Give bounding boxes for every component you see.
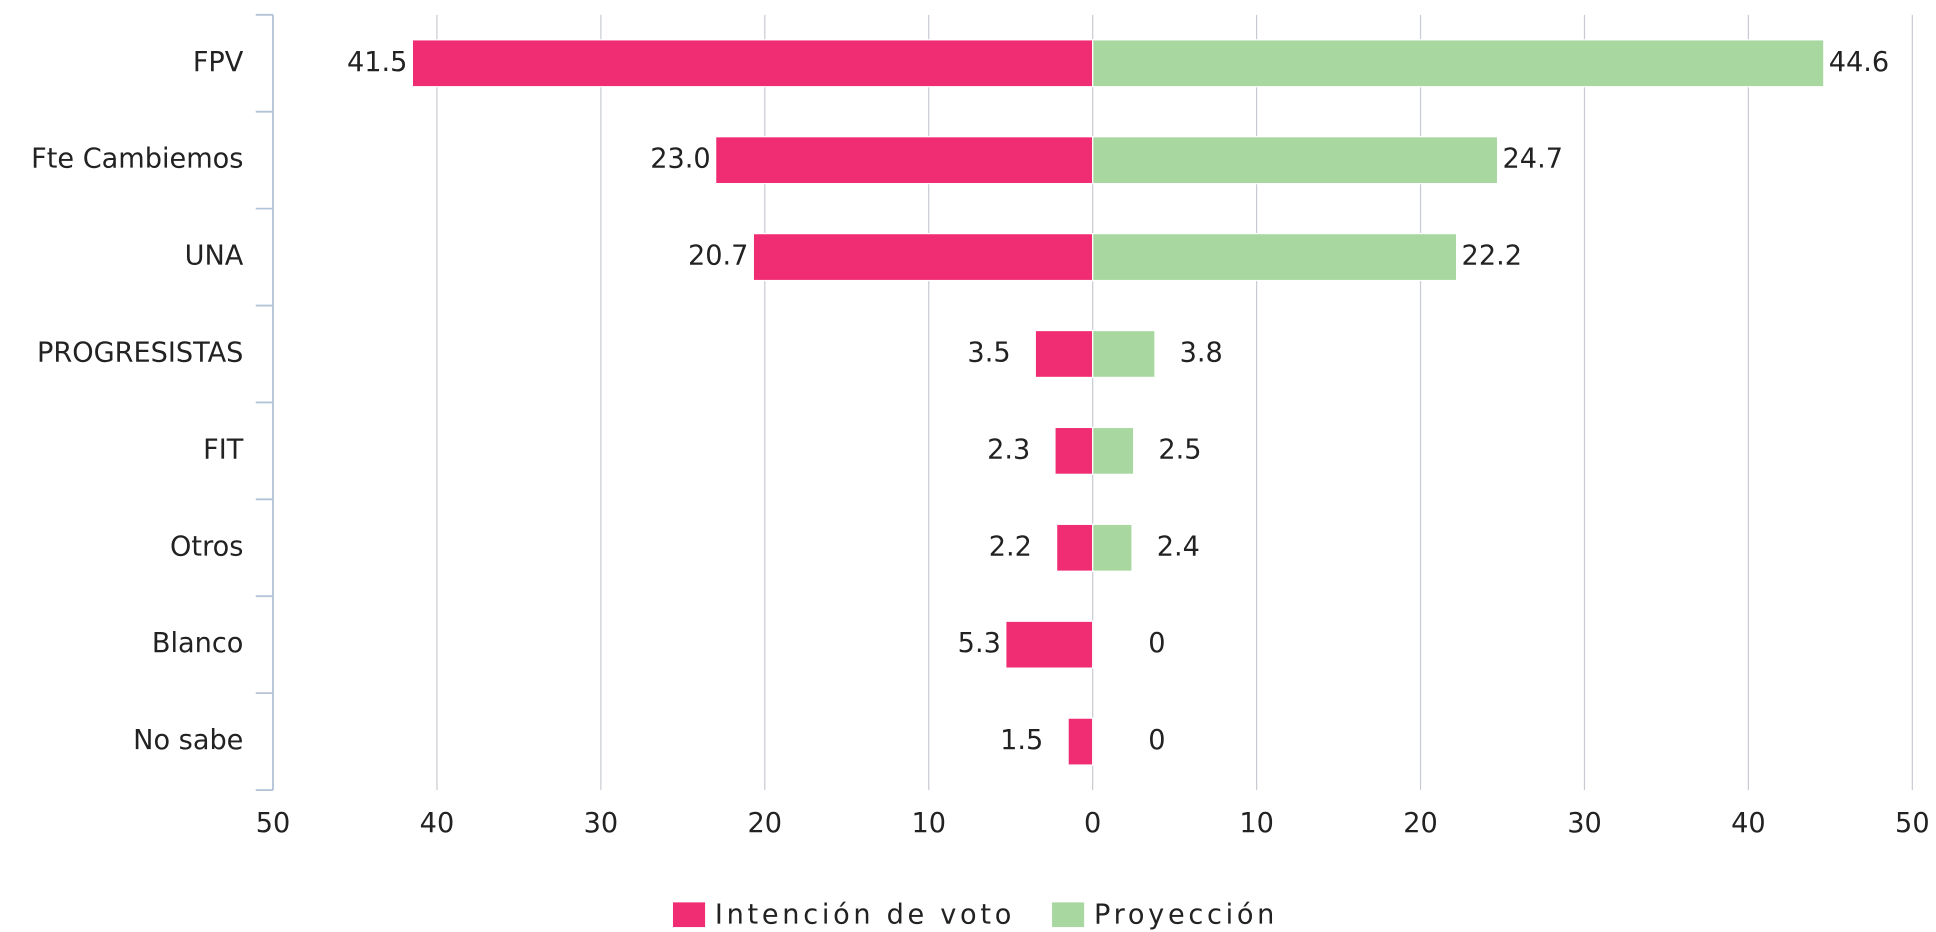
bar xyxy=(1054,426,1094,475)
bar xyxy=(715,136,1094,185)
value-label: 20.7 xyxy=(688,241,748,272)
legend-label: Intención de voto xyxy=(715,899,1015,930)
bar xyxy=(1092,329,1156,379)
x-tick-label: 20 xyxy=(1403,808,1438,839)
x-tick-label: 20 xyxy=(748,808,783,839)
bar xyxy=(1092,523,1133,572)
x-tick-label: 40 xyxy=(420,808,455,839)
value-label: 0 xyxy=(1148,628,1165,659)
category-label: FPV xyxy=(193,47,244,78)
category-label: Fte Cambiemos xyxy=(31,144,243,175)
value-label: 2.3 xyxy=(987,434,1030,465)
bar xyxy=(411,39,1094,88)
category-label: Otros xyxy=(170,531,243,562)
bar xyxy=(1067,717,1094,766)
category-label: FIT xyxy=(203,434,244,465)
value-label: 23.0 xyxy=(650,144,710,175)
bar xyxy=(1005,620,1094,669)
value-label: 0 xyxy=(1148,725,1165,756)
value-label: 2.5 xyxy=(1158,434,1201,465)
value-label: 2.2 xyxy=(989,531,1032,562)
legend-label: Proyección xyxy=(1094,899,1278,930)
bar xyxy=(1092,39,1825,88)
bar xyxy=(752,232,1094,282)
legend-swatch xyxy=(1052,902,1085,928)
value-label: 41.5 xyxy=(347,47,407,78)
x-tick-label: 10 xyxy=(1239,808,1274,839)
x-tick-label: 0 xyxy=(1084,808,1101,839)
bar xyxy=(1092,426,1135,475)
value-label: 3.8 xyxy=(1180,337,1223,368)
value-label: 44.6 xyxy=(1829,47,1889,78)
bar xyxy=(1092,136,1499,185)
category-label: No sabe xyxy=(133,725,243,756)
bar xyxy=(1034,329,1094,379)
value-label: 2.4 xyxy=(1157,531,1200,562)
value-label: 1.5 xyxy=(1000,725,1043,756)
x-tick-label: 50 xyxy=(1895,808,1930,839)
x-tick-label: 30 xyxy=(1567,808,1602,839)
bar xyxy=(1092,232,1458,282)
x-tick-label: 40 xyxy=(1731,808,1766,839)
category-label: Blanco xyxy=(152,628,244,659)
bar xyxy=(1055,523,1094,572)
x-tick-label: 10 xyxy=(911,808,946,839)
value-label: 5.3 xyxy=(958,628,1001,659)
legend-swatch xyxy=(672,902,706,928)
category-label: PROGRESISTAS xyxy=(37,337,243,368)
value-label: 24.7 xyxy=(1503,144,1563,175)
value-label: 3.5 xyxy=(967,337,1010,368)
x-tick-label: 50 xyxy=(256,808,291,839)
x-tick-label: 30 xyxy=(584,808,619,839)
category-label: UNA xyxy=(185,241,244,272)
value-label: 22.2 xyxy=(1462,241,1522,272)
